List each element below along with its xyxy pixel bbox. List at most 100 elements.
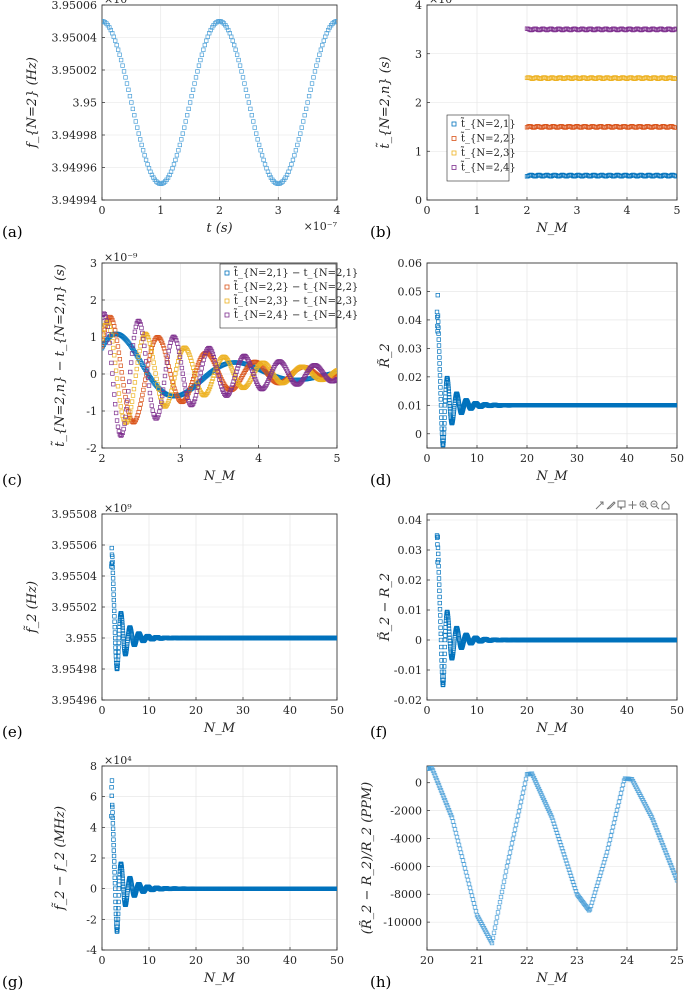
y-tick-label: -2000 [390,805,422,818]
y-tick-label: 0.05 [398,285,423,298]
x-tick-label: 20 [189,704,203,717]
x-tick-label: 50 [330,704,344,717]
x-tick-label: 50 [670,704,684,717]
y-tick-label: 0.03 [398,342,423,355]
y-tick-label: 1 [415,145,422,158]
x-tick-label: 2 [524,204,531,217]
legend-entry: t̃_{N=2,3} [460,146,516,159]
y-axis-label: t̃_{N=2,n} − t_{N=2,n} (s) [51,264,68,447]
y-tick-label: 0.03 [398,544,423,557]
y-exponent: ×10⁻⁷ [429,0,463,6]
axes-frame [427,514,677,700]
x-tick-label: 50 [670,452,684,465]
x-axis-label: N_M [203,469,236,484]
y-tick-label: 2 [90,294,97,307]
x-tick-label: 3 [574,204,581,217]
panel-label: (g) [2,973,23,991]
y-tick-label: 3.955 [66,632,98,645]
x-tick-label: 4 [255,452,262,465]
legend-entry: t̃_{N=2,4} − t_{N=2,4} [233,308,358,321]
panel-label: (d) [370,471,391,489]
y-tick-label: -8000 [390,888,422,901]
y-tick-label: 3.95502 [52,601,98,614]
y-exponent: ×10⁹ [104,0,132,6]
x-tick-label: 30 [236,704,250,717]
x-tick-label: 5 [674,204,681,217]
x-exponent: ×10⁻⁷ [304,220,338,233]
y-tick-label: 3.95498 [52,663,98,676]
y-tick-label: 3 [90,257,97,270]
y-tick-label: 3.95496 [52,694,98,707]
y-tick-label: -2 [86,913,97,926]
x-tick-label: 1 [474,204,481,217]
x-axis-label: N_M [203,721,236,736]
legend-entry: t̃_{N=2,1} − t_{N=2,1} [233,266,358,279]
y-tick-label: -0.02 [394,694,422,707]
y-tick-label: -4000 [390,832,422,845]
x-tick-label: 20 [520,452,534,465]
y-tick-label: -1 [86,405,97,418]
x-tick-label: 50 [330,954,344,967]
legend-entry: t̃_{N=2,2} − t_{N=2,2} [233,280,358,293]
y-tick-label: -4 [86,944,97,957]
panel-label: (e) [2,723,23,741]
x-tick-label: 40 [620,452,634,465]
x-tick-label: 1 [157,204,164,217]
legend-entry: t̃_{N=2,3} − t_{N=2,3} [233,294,358,307]
y-tick-label: 0.06 [398,257,423,270]
x-axis-label: N_M [535,971,568,986]
x-tick-label: 23 [570,954,584,967]
y-axis-label: R̃_2 [377,343,393,369]
x-axis-label: N_M [535,721,568,736]
y-tick-label: 2 [90,852,97,865]
panel-c: 2 3 4 5-2-10123 ×10⁻⁹N_Mt̃_{N=2,n} − t_{N=2,… [2,251,358,489]
x-tick-label: 2 [216,204,223,217]
y-tick-label: 0.01 [398,399,423,412]
y-tick-label: 1 [90,331,97,344]
y-tick-label: 3 [415,48,422,61]
x-tick-label: 4 [624,204,631,217]
x-tick-label: 4 [334,204,341,217]
panel-label: (b) [370,223,391,241]
panel-label: (a) [2,223,23,241]
x-tick-label: 40 [620,704,634,717]
panel-g: 0 10 20 30 40 50-4-202468 ×10⁴N_Mf̃_2 − f_2 (M… [2,754,344,991]
panel-label: (h) [370,973,391,991]
x-axis-label: N_M [535,469,568,484]
x-tick-label: 0 [424,704,431,717]
y-tick-label: 6 [90,791,97,804]
y-tick-label: -0.01 [394,664,422,677]
x-axis-label: N_M [203,971,236,986]
x-tick-label: 0 [424,452,431,465]
y-axis-label: f_{N=2} (Hz) [25,57,40,149]
y-tick-label: -10000 [383,916,422,929]
x-tick-label: 0 [99,704,106,717]
panel-label: (c) [2,471,22,489]
y-tick-label: 3.95006 [52,0,98,12]
y-axis-label: R̃_2 − R_2 [377,573,393,642]
y-axis-label: (R̃_2 − R_2)/R_2 (PPM) [359,782,375,934]
y-tick-label: 4 [415,0,422,12]
legend-entry: t̃_{N=2,2} [460,131,516,144]
y-exponent: ×10⁴ [104,754,132,767]
x-tick-label: 0 [99,954,106,967]
y-exponent: ×10⁻⁹ [104,251,138,264]
y-axis-label: f̃_2 − f_2 (MHz) [51,806,68,911]
x-tick-label: 25 [670,954,684,967]
x-tick-label: 21 [470,954,484,967]
x-tick-label: 10 [470,704,484,717]
panel-a: 0 1 2 3 43.949943.949963.949983.953.950023.9… [2,0,341,241]
x-tick-label: 40 [283,954,297,967]
y-tick-label: -2 [86,442,97,455]
y-tick-label: 3.95504 [52,570,98,583]
y-tick-label: 0.04 [398,314,423,327]
x-tick-label: 5 [334,452,341,465]
y-axis-label: f̃_2 (Hz) [23,581,40,634]
x-tick-label: 10 [142,704,156,717]
panel-e: 0 10 20 30 40 503.954963.954983.9553.955023.9… [2,502,344,741]
panel-h: 20 21 22 23 24 25-10000-8000-6000-4000-20000N… [359,766,684,991]
y-tick-label: 3.94996 [52,162,98,175]
axes-frame [427,263,677,448]
x-tick-label: 20 [520,704,534,717]
